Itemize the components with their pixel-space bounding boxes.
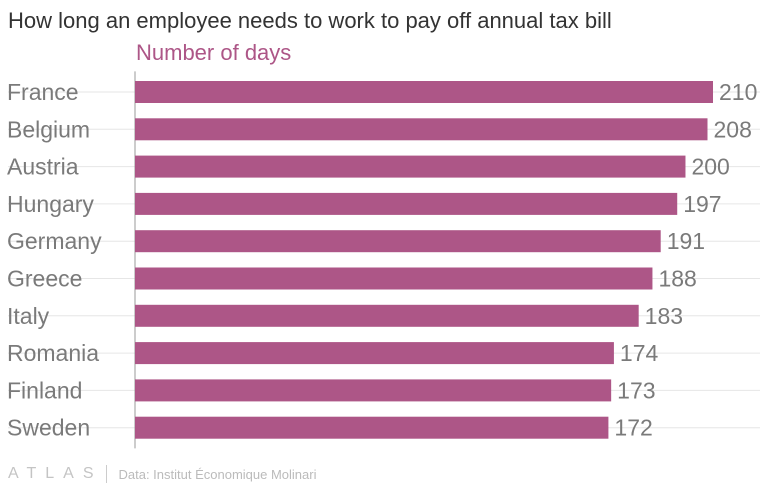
chart-title: How long an employee needs to work to pa… [8,8,612,33]
atlas-logo: ATLAS [8,465,103,482]
chart-footer: ATLAS Data: Institut Économique Molinari [8,464,316,484]
bar [135,342,614,365]
data-label: 172 [614,415,652,441]
category-label: France [7,79,79,105]
bar [135,118,708,141]
category-label: Germany [7,228,102,254]
category-label: Finland [7,377,82,403]
data-label: 210 [719,79,757,105]
category-label: Greece [7,266,82,292]
data-label: 208 [713,116,751,142]
bar [135,304,639,327]
category-label: Romania [7,340,99,366]
data-label: 188 [658,266,696,292]
bar [135,155,686,178]
data-label: 173 [617,377,655,403]
bar [135,81,713,103]
category-label: Belgium [7,116,90,142]
bar [135,230,661,253]
bar [135,267,653,290]
data-label: 174 [620,340,659,366]
footer-divider [105,465,107,483]
chart-subtitle: Number of days [136,40,292,65]
category-label: Italy [7,303,50,329]
bar [135,192,678,215]
data-label: 200 [691,154,729,180]
bar [135,379,612,402]
category-label: Hungary [7,191,94,217]
source-note: Data: Institut Économique Molinari [118,466,317,482]
data-label: 191 [667,228,705,254]
category-label: Sweden [7,415,90,441]
data-label: 183 [645,303,683,329]
category-label: Austria [7,154,79,180]
data-label: 197 [683,191,721,217]
bar [135,416,609,439]
